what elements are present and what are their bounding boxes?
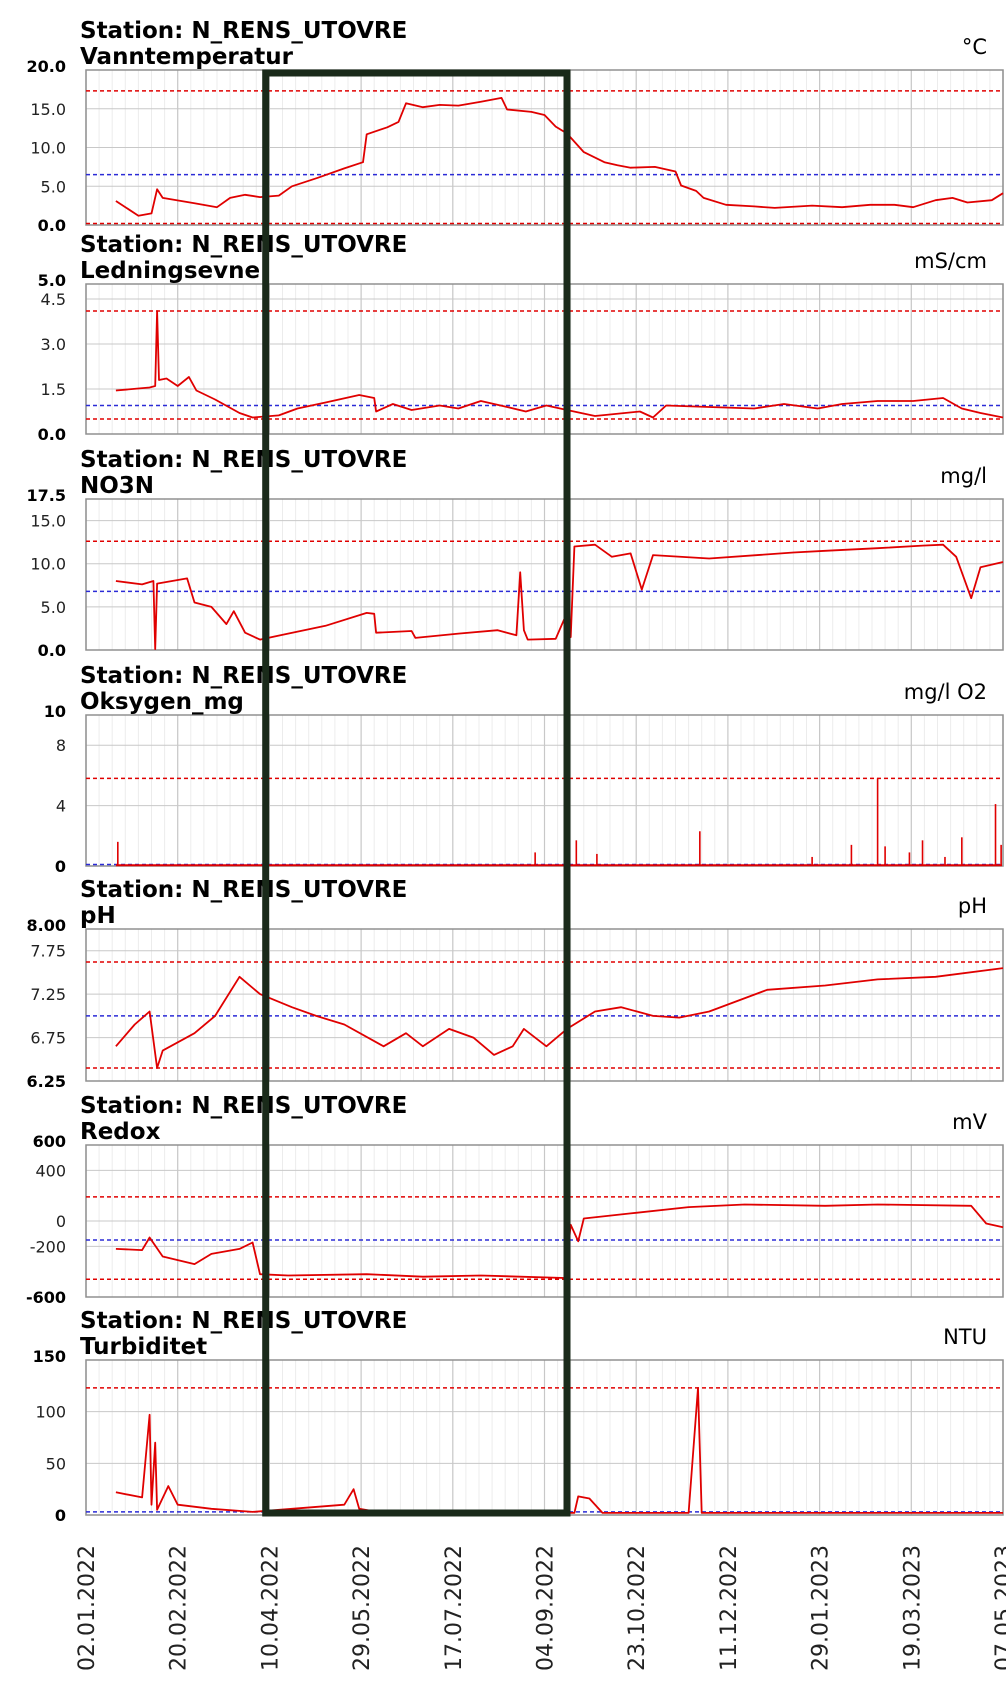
- y-tick-label: 8: [56, 736, 66, 755]
- series-line: [115, 1387, 1003, 1514]
- y-tick-label: 10.0: [30, 555, 66, 574]
- station-label: Station: N_RENS_UTOVRE: [80, 447, 407, 473]
- y-tick-label: 100: [35, 1403, 66, 1422]
- x-tick-label: 04.09.2022: [534, 1545, 559, 1671]
- parameter-label: pH: [80, 903, 116, 929]
- highlight-box: [262, 69, 571, 1517]
- panel-turbiditet: 0 50 100 150 Station: N_RENS_UTOVRETurbidite…: [33, 1308, 1004, 1525]
- series-line: [115, 1203, 1004, 1279]
- unit-label: pH: [958, 894, 987, 918]
- y-max-label: 150: [33, 1347, 66, 1366]
- y-tick-label: 0: [55, 1506, 66, 1525]
- series-line: [115, 310, 1004, 419]
- plot-frame: [85, 283, 1004, 435]
- unit-label: mg/l O2: [904, 680, 987, 704]
- x-tick-label: 07.05.2023: [992, 1545, 1006, 1671]
- y-tick-label: 4.5: [41, 290, 66, 309]
- unit-label: mg/l: [940, 464, 987, 488]
- x-tick-label: 02.01.2022: [75, 1545, 100, 1671]
- unit-label: mV: [952, 1110, 987, 1134]
- y-tick-label: 6.75: [30, 1029, 66, 1048]
- plot-frame: [85, 928, 1004, 1082]
- parameter-label: Oksygen_mg: [80, 689, 244, 715]
- panel-ph: 6.75 7.25 7.75 6.25 8.00 Station: N_RENS_UTOV…: [27, 877, 1004, 1091]
- y-tick-label: 7.75: [30, 942, 66, 961]
- y-max-label: 600: [33, 1132, 66, 1151]
- y-tick-label: 5.0: [41, 598, 66, 617]
- unit-label: °C: [962, 35, 987, 59]
- y-tick-label: 400: [35, 1161, 66, 1180]
- x-tick-label: 10.04.2022: [258, 1545, 283, 1671]
- station-label: Station: N_RENS_UTOVRE: [80, 877, 407, 903]
- x-axis: 02.01.2022 20.02.2022 10.04.2022 29.05.2022…: [75, 1545, 1006, 1671]
- y-tick-label: 0: [55, 857, 66, 876]
- y-tick-label: 3.0: [41, 335, 66, 354]
- y-max-label: 20.0: [27, 57, 66, 76]
- panel-no3n: 0.0 5.0 10.0 15.0 17.5 Station: N_RENS_UTOVRE…: [27, 447, 1004, 660]
- panel-ledningsevne: 0.0 1.5 3.0 4.55.0 Station: N_RENS_UTOVRELed…: [38, 232, 1004, 444]
- station-label: Station: N_RENS_UTOVRE: [80, 663, 407, 689]
- y-tick-label: 7.25: [30, 985, 66, 1004]
- station-label: Station: N_RENS_UTOVRE: [80, 1093, 407, 1119]
- parameter-label: NO3N: [80, 473, 154, 499]
- station-label: Station: N_RENS_UTOVRE: [80, 1308, 407, 1334]
- x-tick-label: 17.07.2022: [442, 1545, 467, 1671]
- station-label: Station: N_RENS_UTOVRE: [80, 232, 407, 258]
- y-tick-label: 50: [46, 1454, 66, 1473]
- y-tick-label: 4: [56, 797, 66, 816]
- plot-frame: [85, 1144, 1004, 1298]
- y-tick-label: 0.0: [38, 641, 66, 660]
- x-tick-label: 20.02.2022: [167, 1545, 192, 1671]
- series-line: [115, 967, 1004, 1069]
- y-tick-label: 1.5: [41, 380, 66, 399]
- x-tick-label: 19.03.2023: [900, 1545, 925, 1671]
- parameter-label: Turbiditet: [80, 1334, 207, 1360]
- y-tick-label: 0.0: [38, 216, 66, 235]
- y-max-label: 10: [44, 702, 66, 721]
- y-tick-label: 0.0: [38, 425, 66, 444]
- station-label: Station: N_RENS_UTOVRE: [80, 18, 407, 44]
- x-tick-label: 29.05.2022: [350, 1545, 375, 1671]
- unit-label: NTU: [943, 1325, 987, 1349]
- y-min-label: 6.25: [27, 1072, 66, 1091]
- series-line: [115, 543, 1004, 650]
- x-tick-label: 29.01.2023: [809, 1545, 834, 1671]
- unit-label: mS/cm: [914, 249, 987, 273]
- panel-redox: -200 0 400 -600 600 Station: N_RENS_UTOVRERed…: [26, 1093, 1004, 1307]
- panel-vanntemperatur: 0.0 5.0 10.0 15.0 20.0 Station: N_RENS_UTOVRE…: [27, 18, 1004, 235]
- plot-frame: [85, 498, 1004, 651]
- parameter-label: Redox: [80, 1119, 161, 1145]
- parameter-label: Vanntemperatur: [80, 44, 294, 70]
- y-min-label: -600: [26, 1288, 66, 1307]
- x-tick-label: 11.12.2022: [717, 1545, 742, 1671]
- y-tick-label: 0: [56, 1212, 66, 1231]
- y-tick-label: 15.0: [30, 512, 66, 531]
- x-tick-label: 23.10.2022: [625, 1545, 650, 1671]
- y-max-label: 17.5: [27, 486, 66, 505]
- panels-layer: 0.0 5.0 10.0 15.0 20.0 Station: N_RENS_UTOVRE…: [26, 18, 1004, 1525]
- y-max-label: 5.0: [38, 271, 66, 290]
- y-max-label: 8.00: [27, 916, 66, 935]
- parameter-label: Ledningsevne: [80, 258, 260, 284]
- y-tick-label: 10.0: [30, 139, 66, 158]
- y-tick-label: -200: [30, 1237, 66, 1256]
- series-line: [115, 97, 1004, 217]
- y-tick-label: 15.0: [30, 100, 66, 119]
- y-tick-label: 5.0: [41, 177, 66, 196]
